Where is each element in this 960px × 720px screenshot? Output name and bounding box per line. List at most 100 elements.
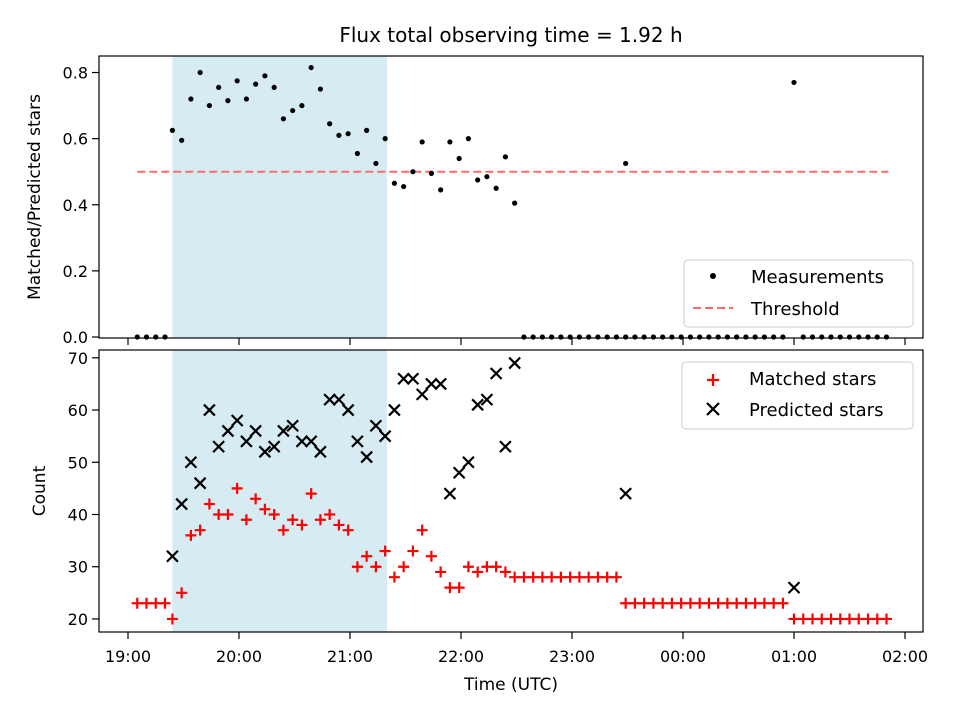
- matched-point: [638, 597, 650, 609]
- measurement-point: [752, 334, 758, 340]
- matched-point: [185, 529, 197, 541]
- legend-predicted-label: Predicted stars: [749, 400, 883, 421]
- measurement-point: [290, 107, 296, 114]
- measurement-point: [650, 334, 657, 340]
- y-tick-label: 70: [68, 349, 88, 368]
- top-axes-frame: [98, 55, 924, 339]
- measurement-point: [632, 334, 638, 340]
- matched-point: [712, 597, 724, 609]
- matched-point: [159, 597, 171, 609]
- matched-point: [435, 566, 447, 578]
- top-legend: Measurements Threshold: [683, 259, 914, 328]
- measurement-point: [475, 177, 481, 183]
- measurement-point: [280, 116, 286, 122]
- matched-point: [472, 566, 484, 578]
- matched-point: [555, 571, 567, 583]
- predicted-point: [415, 388, 429, 401]
- measurement-point: [364, 127, 370, 133]
- measurement-point: [837, 334, 843, 340]
- x-tick-label: 20:00: [216, 647, 262, 666]
- matched-point: [684, 597, 696, 609]
- predicted-point: [332, 393, 346, 406]
- measurement-point: [438, 187, 444, 193]
- measurement-point: [143, 334, 150, 340]
- predicted-point: [295, 435, 309, 448]
- measurement-point: [558, 334, 564, 340]
- predicted-point: [787, 581, 801, 594]
- measurement-point: [428, 170, 434, 176]
- legend-threshold-label: Threshold: [750, 299, 840, 320]
- matched-point: [758, 597, 770, 609]
- measurement-point: [623, 160, 629, 167]
- matched-point: [573, 571, 585, 583]
- measurement-point: [623, 334, 629, 340]
- matched-point: [333, 519, 345, 531]
- measurement-point: [169, 127, 175, 133]
- matched-point: [268, 509, 280, 520]
- matched-point: [398, 561, 410, 573]
- matched-point: [825, 613, 837, 625]
- measurement-point: [299, 102, 305, 109]
- measurement-point: [465, 136, 471, 142]
- matched-point: [703, 597, 715, 609]
- measurement-point: [780, 334, 786, 340]
- x-tick-label: 01:00: [771, 647, 817, 666]
- predicted-point: [193, 476, 207, 490]
- measurement-point: [253, 81, 259, 87]
- matched-point: [647, 597, 659, 609]
- matched-point: [407, 545, 419, 557]
- measurement-point: [697, 334, 703, 340]
- measurement-point: [828, 334, 834, 340]
- predicted-point: [462, 456, 475, 469]
- matched-point: [807, 613, 818, 625]
- measurement-point: [327, 121, 333, 127]
- predicted-point: [499, 440, 512, 453]
- measurement-point: [530, 334, 536, 340]
- matched-point: [536, 571, 548, 583]
- measurement-point: [595, 334, 601, 340]
- top-legend-box: [683, 259, 914, 328]
- matched-point: [259, 503, 271, 515]
- measurement-point: [234, 78, 240, 84]
- y-tick-label: 0.2: [63, 262, 88, 281]
- predicted-point: [277, 424, 290, 438]
- measurement-point: [734, 334, 740, 340]
- predicted-point: [406, 372, 420, 385]
- legend-matched-label: Matched stars: [749, 369, 876, 390]
- y-tick-label: 0.4: [63, 196, 88, 215]
- predicted-point: [341, 403, 355, 417]
- matched-point: [564, 571, 576, 583]
- measurement-point: [216, 84, 222, 91]
- top-panel: 0.00.20.40.60.8 Matched/Predicted stars …: [25, 55, 924, 347]
- matched-point: [844, 613, 855, 625]
- measurement-point: [134, 334, 140, 340]
- x-tick-label: 22:00: [438, 647, 484, 666]
- matched-point: [788, 613, 800, 625]
- measurement-point: [800, 334, 806, 340]
- matched-point: [583, 571, 595, 583]
- predicted-points: [166, 356, 801, 594]
- measurement-point: [162, 334, 168, 340]
- predicted-point: [360, 450, 373, 464]
- predicted-point: [508, 356, 521, 370]
- matched-point: [250, 493, 262, 505]
- matched-point: [694, 597, 706, 609]
- measurement-point: [576, 334, 583, 340]
- predicted-point: [452, 466, 466, 479]
- matched-point: [816, 613, 828, 625]
- measurement-point: [197, 69, 203, 76]
- matched-point: [749, 597, 761, 609]
- matched-point: [881, 613, 892, 625]
- matched-point: [657, 597, 669, 609]
- matched-point: [176, 587, 188, 599]
- measurement-point: [345, 131, 351, 137]
- x-tick-label: 02:00: [882, 647, 928, 666]
- matched-point: [277, 524, 289, 536]
- predicted-point: [203, 403, 216, 417]
- measurement-point: [484, 174, 490, 180]
- matched-point: [546, 571, 558, 583]
- predicted-point: [314, 445, 327, 459]
- matched-point: [601, 571, 613, 583]
- measurement-point: [715, 334, 721, 340]
- matched-point: [675, 597, 687, 609]
